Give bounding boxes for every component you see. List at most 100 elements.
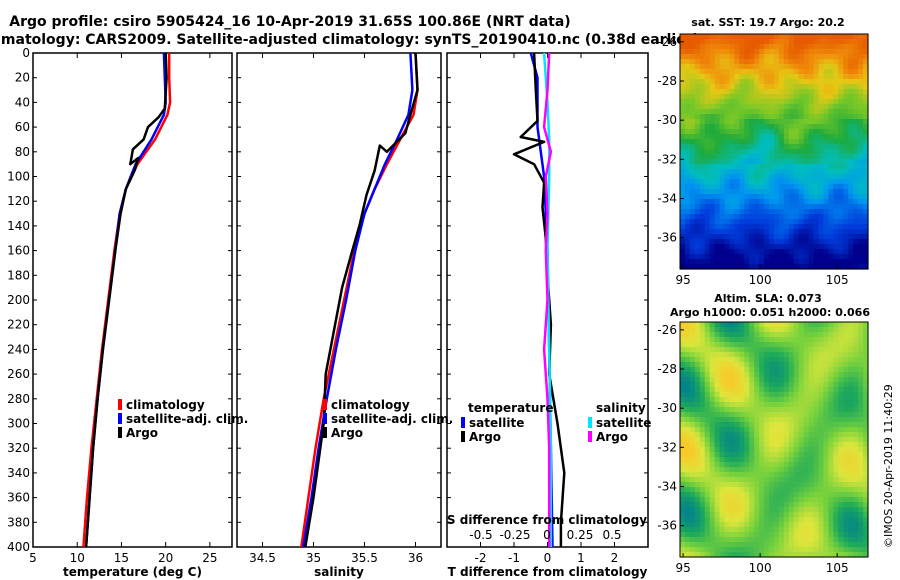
series-satellite-adj-clim- [84,52,167,548]
sst-map-cell [709,114,716,120]
sst-map-cell [744,49,750,55]
sla-map-cell [823,382,830,388]
sla-map-cell [739,377,745,383]
sla-map-cell [853,482,859,488]
sst-map-cell [709,159,716,165]
sst-map-cell [788,229,795,235]
sla-map-cell [774,462,780,468]
sst-map-cell [843,39,849,45]
sst-map-cell [699,174,706,180]
sst-map-cell [734,124,740,130]
sst-map-cell [823,149,830,155]
sst-map-cell [813,34,820,40]
legend-label: satellite [596,416,651,430]
sst-map-cell [769,239,775,245]
sla-map-cell [808,387,815,393]
sla-map-cell [759,442,765,448]
sla-map-cell [793,482,800,488]
sst-map-cell [823,69,830,75]
sst-map-cell [813,234,820,240]
sla-map-cell [858,392,864,398]
sst-map-cell [759,74,765,80]
sst-map-cell [709,49,716,55]
sla-map-cell [808,547,815,553]
sst-map-cell [714,179,721,185]
sla-map-cell [689,457,696,463]
sla-map-cell [803,537,810,543]
sst-map-cell [719,124,726,130]
sst-map-cell [798,214,805,220]
sst-map-cell [729,139,736,145]
sst-map-cell [754,164,760,170]
sst-map-cell [808,94,815,100]
sst-map-cell [680,154,686,160]
sst-map-cell [848,119,854,125]
sla-map-cell [734,537,740,543]
sla-map-cell [739,502,745,508]
sla-map-cell [769,352,775,358]
sst-map-cell [719,49,726,55]
sst-map-cell [783,119,790,125]
sst-map-cell [828,184,834,190]
sla-map-cell [818,407,825,413]
sla-map-cell [709,432,716,438]
sst-map-cell [848,199,854,205]
sst-map-cell [689,139,696,145]
sla-map-cell [833,337,839,343]
sla-map-cell [749,382,755,388]
y-tick-label: 100 [7,170,30,184]
sst-map-cell [764,109,770,115]
sst-map-cell [838,249,844,255]
sst-map-cell [739,154,745,160]
sla-map-cell [759,332,765,338]
sst-map-cell [699,199,706,205]
sst-map-cell [694,204,701,210]
sla-map-cell [694,542,701,548]
sla-map-cell [853,437,859,443]
sst-map-cell [744,84,750,90]
sla-map-cell [828,492,834,498]
sla-map-cell [680,397,686,403]
sla-map-cell [778,327,785,333]
sla-map-cell [749,427,755,433]
sst-map-cell [714,204,721,210]
sla-map-cell [798,502,805,508]
sla-map-cell [764,402,770,408]
sst-map-cell [689,204,696,210]
sla-map-cell [694,357,701,363]
sst-map-cell [833,144,839,150]
sla-map-cell [724,392,731,398]
sla-map-cell [808,472,815,478]
legend-swatch [461,431,465,442]
sla-map-cell [818,322,825,328]
sst-map-cell [759,59,765,65]
sst-map-cell [803,34,810,40]
sst-map-cell [684,199,691,205]
sla-map-cell [754,537,760,543]
sst-map-cell [729,44,736,50]
sla-map-cell [680,387,686,393]
sst-map-cell [694,199,701,205]
sla-map-cell [764,427,770,433]
sst-map-cell [769,189,775,195]
sst-map-cell [749,129,755,135]
sst-map-cell [709,124,716,130]
sla-map-cell [724,387,731,393]
sla-map-cell [699,452,706,458]
sst-map-cell [699,254,706,260]
sst-map-cell [744,79,750,85]
sla-map-cell [744,417,750,423]
sla-map-cell [699,377,706,383]
sla-map-cell [694,352,701,358]
sla-map-cell [719,357,726,363]
sla-map-cell [724,362,731,368]
sst-map-cell [833,49,839,55]
sst-map-cell [778,54,785,60]
sst-map-cell [813,229,820,235]
sst-map-cell [694,59,701,65]
sst-map-cell [863,159,869,165]
sst-map-cell [778,59,785,65]
sst-map-cell [754,79,760,85]
sst-map-cell [759,234,765,240]
sst-map-cell [843,219,849,225]
